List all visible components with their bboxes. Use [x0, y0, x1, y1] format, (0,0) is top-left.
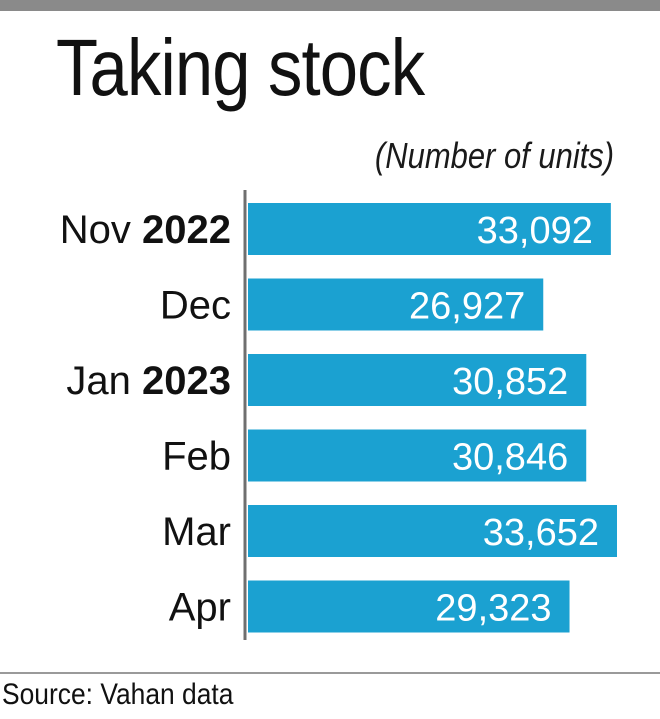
- category-month: Feb: [162, 435, 231, 479]
- bar-jan: [248, 354, 587, 406]
- bar-nov: [248, 203, 611, 255]
- category-month: Dec: [160, 284, 231, 328]
- bar-dec: [248, 278, 544, 331]
- bar-value-label: 30,846: [452, 437, 568, 479]
- bar-feb: [248, 429, 587, 482]
- bar-value-label: 33,092: [477, 210, 593, 252]
- top-accent-bar: [0, 0, 660, 11]
- category-month: Jan: [66, 359, 131, 403]
- category-label: Feb: [162, 435, 231, 479]
- category-month: Nov: [60, 208, 131, 252]
- chart-title: Taking stock: [56, 23, 425, 112]
- bar-apr: [248, 580, 570, 633]
- source-note: Source: Vahan data: [2, 678, 234, 711]
- category-label: Jan 2023: [66, 359, 231, 403]
- category-year: 2023: [131, 359, 231, 403]
- bar-value-label: 29,323: [435, 588, 551, 630]
- category-year: 2022: [131, 208, 231, 252]
- category-label: Apr: [169, 586, 231, 630]
- category-month: Mar: [162, 510, 231, 554]
- footer-divider: [0, 672, 660, 674]
- bar-chart: 33,092 Nov 2022 26,927 Dec 30,852 Jan 2023 30,…: [60, 190, 617, 640]
- category-label: Mar: [162, 510, 231, 554]
- bar-value-label: 26,927: [409, 286, 525, 328]
- category-month: Apr: [169, 586, 231, 630]
- bar-mar: [248, 505, 617, 557]
- category-label: Dec: [160, 284, 231, 328]
- bar-value-label: 30,852: [452, 361, 568, 403]
- chart-subtitle: (Number of units): [374, 135, 614, 176]
- category-label: Nov 2022: [60, 208, 231, 252]
- bar-value-label: 33,652: [483, 512, 599, 554]
